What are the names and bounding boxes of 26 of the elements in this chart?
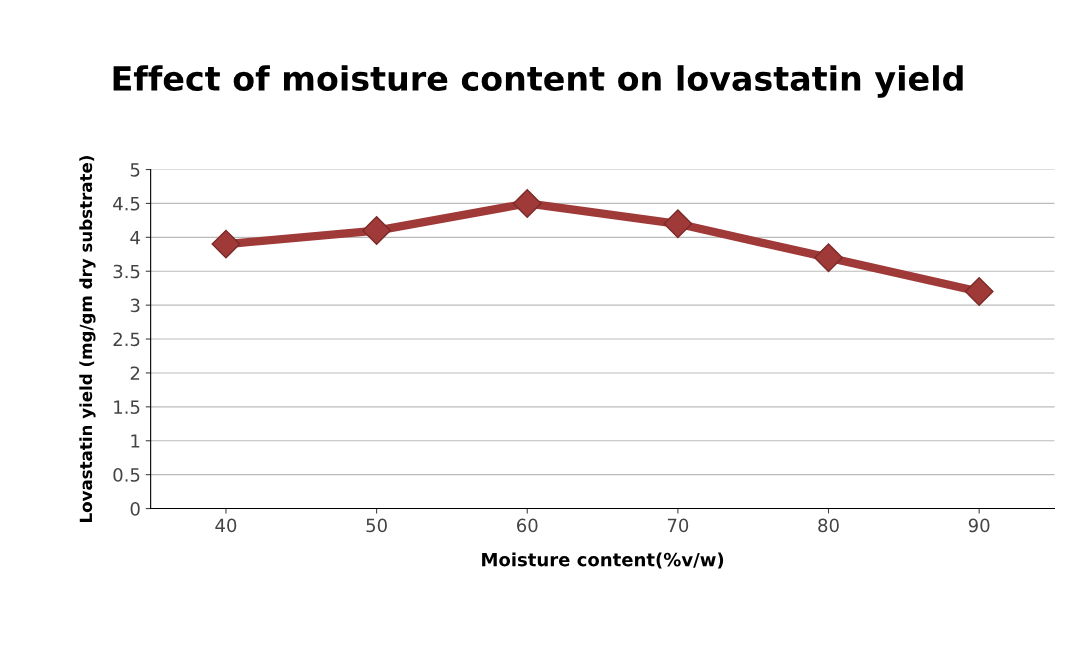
x-tick-label: 50	[366, 518, 387, 533]
y-tick-label: 2.5	[113, 332, 140, 347]
y-tick-label: 3.5	[113, 264, 140, 279]
y-tick-label: 0.5	[113, 468, 140, 482]
point	[663, 209, 693, 239]
y-tick-label: 1	[131, 434, 140, 448]
y-tick-label: 4	[130, 231, 140, 245]
point	[362, 216, 392, 245]
point	[512, 188, 542, 218]
chart-title: Effect of moisture content on lovastatin yield	[113, 65, 963, 98]
y-tick-label: 2	[130, 366, 140, 380]
x-tick-label: 60	[517, 518, 538, 533]
x-tick-label: 90	[968, 518, 990, 533]
y-tick-label: 1.5	[114, 400, 140, 414]
x-tick-label: 40	[215, 518, 237, 533]
y-axis-title: Lovastatin yield (mg/gm dry substrate)	[79, 156, 96, 522]
y-tick-label: 3	[130, 298, 140, 313]
x-axis-title: Moisture content(%v/w)	[482, 552, 724, 569]
y-tick-label: 5	[130, 163, 140, 177]
y-tick-label: 0	[130, 502, 140, 516]
point	[814, 243, 843, 273]
point	[211, 229, 241, 259]
x-tick-label: 70	[667, 518, 689, 533]
x-tick-label: 80	[818, 518, 839, 533]
y-tick-label: 4.5	[113, 197, 140, 211]
point	[964, 277, 994, 307]
